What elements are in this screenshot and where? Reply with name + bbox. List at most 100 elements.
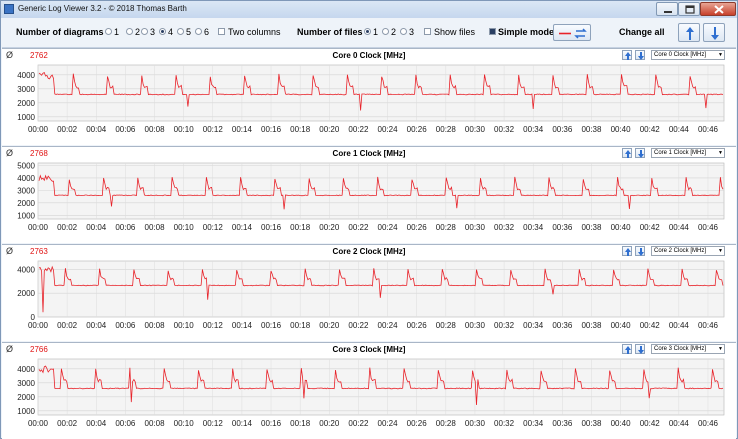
files-label: Number of files: [297, 27, 363, 37]
diagram-panel-core-3: Ø 2766 Core 3 Clock [MHz] Core 3 Clock […: [2, 342, 736, 439]
diagrams-radio-1[interactable]: [105, 28, 112, 35]
channel-select[interactable]: Core 2 Clock [MHz] ▼: [651, 246, 725, 256]
x-tick-label: 00:06: [115, 419, 136, 428]
diagrams-radio-label-5: 5: [186, 27, 192, 37]
x-tick-label: 00:28: [436, 321, 457, 330]
panel-down-button[interactable]: [635, 50, 645, 60]
arrow-up-icon: [625, 346, 631, 354]
files-radio-3[interactable]: [400, 28, 407, 35]
y-tick-label: 2000: [17, 289, 35, 298]
files-radio-label-3: 3: [409, 27, 415, 37]
x-tick-label: 00:16: [261, 125, 282, 134]
files-radio-2[interactable]: [382, 28, 389, 35]
plot-area: [37, 358, 725, 416]
x-tick-label: 00:34: [523, 419, 544, 428]
x-tick-label: 00:08: [145, 419, 166, 428]
x-tick-label: 00:42: [640, 223, 661, 232]
average-value: 2766: [30, 345, 48, 354]
chart-core-0: 1000 2000 3000 4000 00:00 00:02 00:04 00:06 00:0…: [17, 64, 725, 134]
x-tick-label: 00:18: [290, 223, 311, 232]
x-tick-label: 00:24: [378, 125, 399, 134]
y-tick-label: 4000: [17, 265, 35, 274]
x-tick-label: 00:28: [436, 223, 457, 232]
x-tick-label: 00:20: [319, 223, 340, 232]
diagrams-radio-2[interactable]: [126, 28, 133, 35]
series-line: [38, 365, 724, 406]
y-tick-label: 4000: [17, 174, 35, 183]
x-tick-label: 00:02: [57, 125, 78, 134]
panel-down-button[interactable]: [635, 344, 645, 354]
channel-select[interactable]: Core 1 Clock [MHz] ▼: [651, 148, 725, 158]
average-value: 2763: [30, 247, 48, 256]
diagrams-radio-4[interactable]: [159, 28, 166, 35]
x-tick-label: 00:10: [174, 321, 195, 330]
diagrams-radio-label-3: 3: [150, 27, 156, 37]
x-tick-label: 00:12: [203, 419, 224, 428]
x-tick-label: 00:14: [232, 223, 253, 232]
x-tick-label: 00:14: [232, 321, 253, 330]
diagrams-radio-label-2: 2: [135, 27, 141, 37]
diagrams-radio-6[interactable]: [195, 28, 202, 35]
diagrams-radio-5[interactable]: [177, 28, 184, 35]
x-tick-label: 00:38: [581, 419, 602, 428]
panel-up-button[interactable]: [622, 344, 632, 354]
average-symbol: Ø: [6, 50, 14, 60]
channel-select[interactable]: Core 0 Clock [MHz] ▼: [651, 50, 725, 60]
panel-header: Ø 2768 Core 1 Clock [MHz] Core 1 Clock […: [2, 147, 736, 160]
y-tick-label: 2000: [17, 199, 35, 208]
change-all-up-button[interactable]: [678, 23, 700, 42]
x-tick-label: 00:02: [57, 419, 78, 428]
arrow-up-icon: [625, 248, 631, 256]
series-line: [38, 265, 724, 313]
minimize-button[interactable]: [656, 2, 678, 16]
files-radio-label-1: 1: [373, 27, 379, 37]
title-bar: Generic Log Viewer 3.2 - © 2018 Thomas B…: [1, 1, 737, 18]
arrow-down-icon: [638, 150, 644, 158]
chevron-down-icon: ▼: [718, 150, 723, 156]
arrow-down-icon: [638, 52, 644, 60]
x-tick-label: 00:44: [669, 321, 690, 330]
simple-mode-checkbox[interactable]: [489, 28, 496, 35]
panel-up-button[interactable]: [622, 246, 632, 256]
panel-down-button[interactable]: [635, 148, 645, 158]
y-tick-label: 2000: [17, 393, 35, 402]
average-value: 2768: [30, 149, 48, 158]
arrow-up-icon: [625, 150, 631, 158]
y-tick-label: 3000: [17, 186, 35, 195]
chevron-down-icon: ▼: [718, 248, 723, 254]
show-files-checkbox[interactable]: [424, 28, 431, 35]
x-tick-label: 00:38: [581, 321, 602, 330]
x-tick-label: 00:26: [407, 125, 428, 134]
maximize-button[interactable]: [678, 2, 700, 16]
x-tick-label: 00:32: [494, 223, 515, 232]
panel-up-button[interactable]: [622, 50, 632, 60]
chevron-down-icon: ▼: [718, 52, 723, 58]
x-tick-label: 00:04: [86, 223, 107, 232]
diagrams-radio-label-4: 4: [168, 27, 174, 37]
channel-select[interactable]: Core 3 Clock [MHz] ▼: [651, 344, 725, 354]
series-line: [38, 174, 724, 210]
files-radio-1[interactable]: [364, 28, 371, 35]
maximize-icon: [685, 5, 695, 14]
x-tick-label: 00:26: [407, 223, 428, 232]
average-symbol: Ø: [6, 246, 14, 256]
diagram-panel-core-1: Ø 2768 Core 1 Clock [MHz] Core 1 Clock […: [2, 146, 736, 243]
x-tick-label: 00:44: [669, 125, 690, 134]
x-tick-label: 00:00: [28, 321, 49, 330]
x-tick-label: 00:02: [57, 321, 78, 330]
toolbar: Number of diagrams 1 2 3 4 5 6 Two colum…: [2, 18, 736, 48]
channel-select-value: Core 1 Clock [MHz]: [654, 150, 707, 156]
two-columns-checkbox[interactable]: [218, 28, 225, 35]
panel-down-button[interactable]: [635, 246, 645, 256]
x-tick-label: 00:18: [290, 125, 311, 134]
panel-up-button[interactable]: [622, 148, 632, 158]
close-button[interactable]: [700, 2, 736, 16]
x-tick-label: 00:04: [86, 419, 107, 428]
x-tick-label: 00:24: [378, 419, 399, 428]
plot-area: [37, 162, 725, 220]
change-all-down-button[interactable]: [703, 23, 725, 42]
diagrams-radio-3[interactable]: [141, 28, 148, 35]
x-tick-label: 00:16: [261, 321, 282, 330]
line-color-button[interactable]: [553, 24, 591, 41]
x-tick-label: 00:16: [261, 223, 282, 232]
